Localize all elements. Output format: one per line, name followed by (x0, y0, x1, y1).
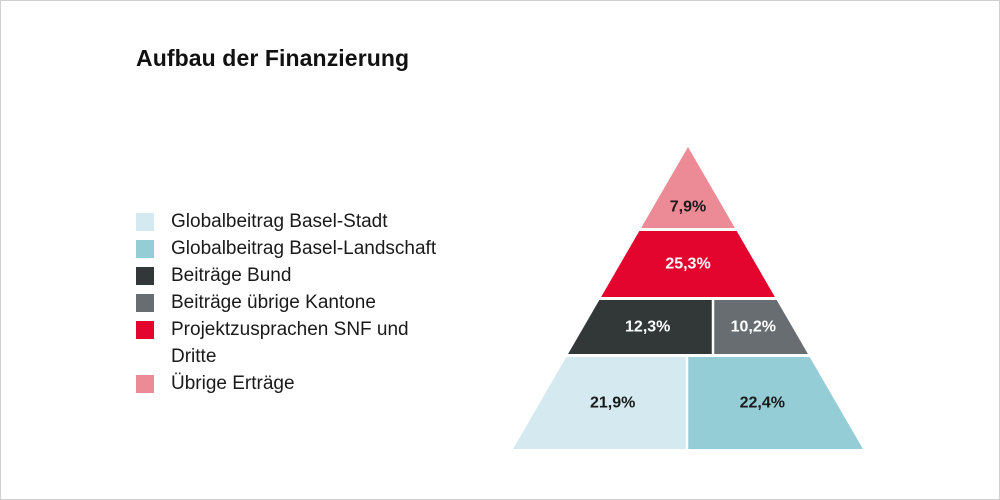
legend-item-uebrige-ertraege: Übrige Erträge (136, 370, 441, 397)
pyramid-value-kant: 10,2% (731, 319, 776, 336)
pyramid-value-gb_bl: 22,4% (740, 395, 785, 412)
pyramid-value-snf: 25,3% (665, 256, 710, 273)
legend-swatch (136, 375, 154, 393)
legend-swatch (136, 240, 154, 258)
legend-item-globalbeitrag-basel-stadt: Globalbeitrag Basel-Stadt (136, 208, 441, 235)
legend-swatch (136, 267, 154, 285)
legend-item-beitraege-uebrige-kantone: Beiträge übrige Kantone (136, 289, 441, 316)
legend-swatch (136, 294, 154, 312)
legend: Globalbeitrag Basel-Stadt Globalbeitrag … (136, 208, 441, 397)
pyramid-segment-gb_bl (688, 357, 863, 449)
legend-item-projektzusprachen-snf: Projektzusprachen SNF und Dritte (136, 316, 441, 370)
pyramid-value-gb_bs: 21,9% (590, 395, 635, 412)
chart-title: Aufbau der Finanzierung (136, 45, 410, 71)
legend-swatch (136, 321, 154, 339)
legend-item-globalbeitrag-basel-landschaft: Globalbeitrag Basel-Landschaft (136, 235, 441, 262)
pyramid-segment-snf (601, 231, 775, 297)
legend-label: Beiträge übrige Kantone (171, 292, 376, 313)
legend-label: Übrige Erträge (171, 373, 295, 394)
pyramid-segment-uebrig (641, 147, 735, 228)
pyramid-segment-kant (714, 300, 808, 354)
pyramid-segment-gb_bs (513, 357, 686, 449)
legend-label: Beiträge Bund (171, 265, 292, 286)
legend-swatch (136, 213, 154, 231)
legend-label: Globalbeitrag Basel-Landschaft (171, 238, 437, 259)
legend-label: Projektzusprachen SNF und Dritte (171, 319, 409, 367)
legend-item-beitraege-bund: Beiträge Bund (136, 262, 441, 289)
legend-label: Globalbeitrag Basel-Stadt (171, 211, 388, 232)
pyramid-segment-bund (568, 300, 712, 354)
pyramid-value-bund: 12,3% (625, 319, 670, 336)
pyramid-value-uebrig: 7,9% (670, 198, 706, 215)
